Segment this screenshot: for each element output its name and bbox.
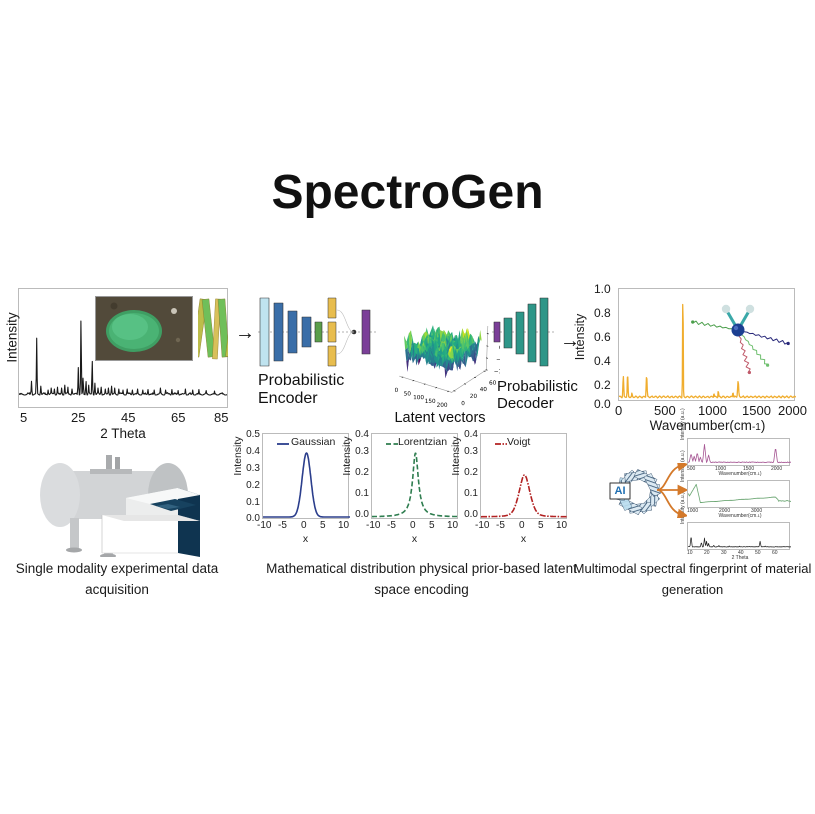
svg-text:AI: AI xyxy=(615,485,626,497)
